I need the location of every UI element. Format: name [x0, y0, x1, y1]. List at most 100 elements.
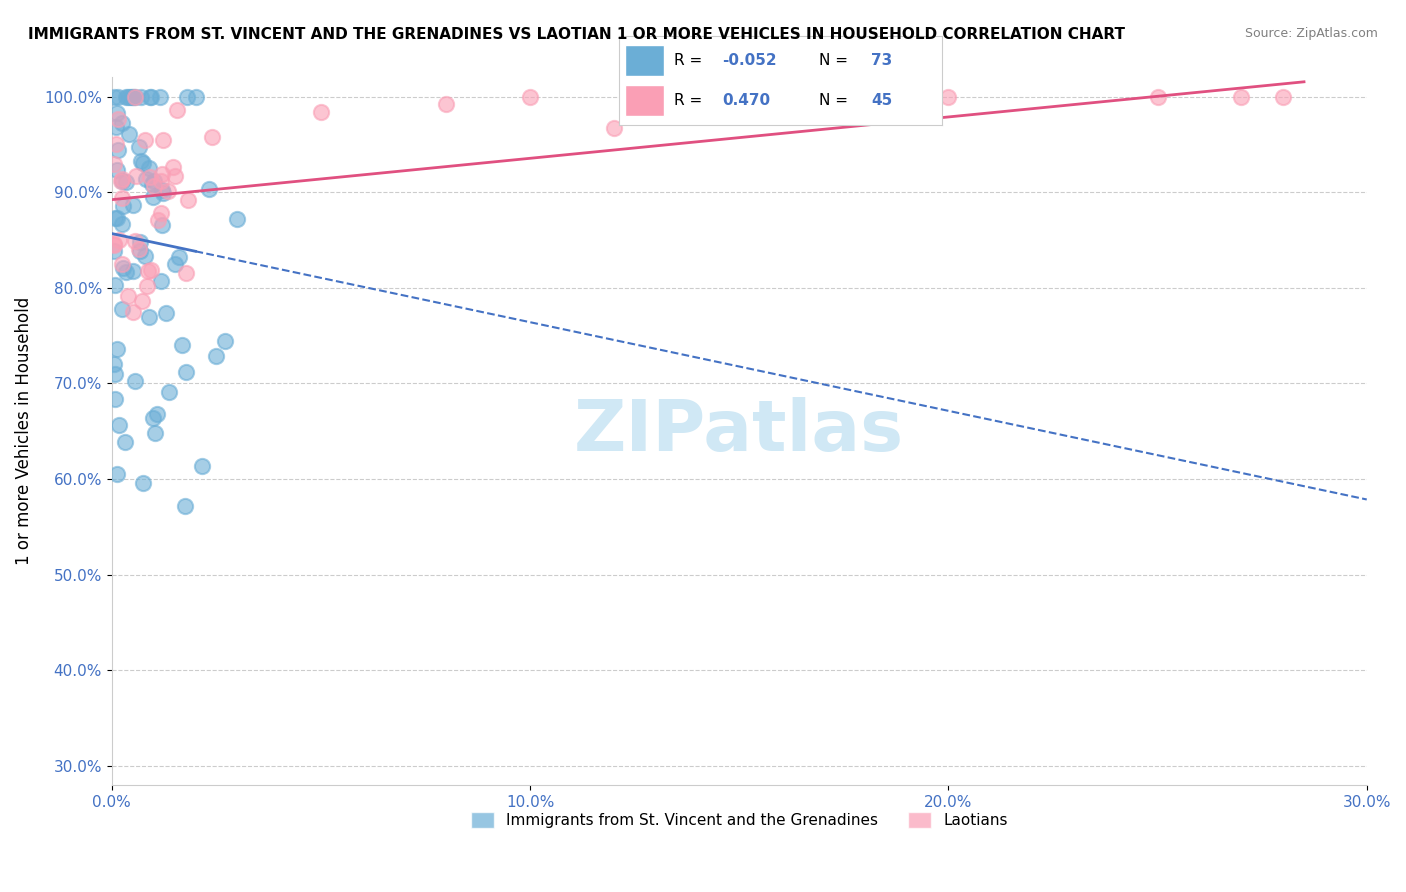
Point: [128, 140, 150, 154]
Text: N =: N =: [820, 94, 848, 108]
Point: [108, 418, 131, 433]
Point: [198, 181, 221, 195]
Point: [142, 174, 165, 188]
Point: [118, 127, 141, 141]
Point: [167, 250, 190, 264]
Point: [129, 89, 152, 103]
Point: [104, 392, 127, 407]
Point: [131, 476, 153, 491]
Text: 0.470: 0.470: [723, 94, 770, 108]
Point: [174, 266, 197, 280]
Point: [214, 334, 236, 348]
Point: [104, 136, 127, 151]
Point: [105, 211, 128, 226]
Point: [152, 186, 174, 200]
Point: [152, 133, 174, 147]
Point: [136, 264, 159, 278]
Point: [111, 116, 134, 130]
Point: [107, 112, 129, 127]
Point: [105, 105, 128, 120]
Text: -0.052: -0.052: [723, 54, 776, 68]
Point: [150, 206, 173, 220]
Point: [112, 199, 135, 213]
Point: [118, 89, 141, 103]
Point: [121, 89, 143, 103]
Point: [150, 218, 173, 232]
FancyBboxPatch shape: [626, 45, 664, 76]
Point: [145, 407, 167, 421]
Point: [186, 89, 208, 103]
Point: [155, 306, 177, 320]
Point: [115, 265, 138, 279]
Point: [124, 89, 146, 103]
Point: [122, 264, 145, 278]
Point: [117, 89, 139, 103]
Point: [111, 172, 134, 186]
Point: [103, 357, 125, 371]
Point: [770, 89, 793, 103]
Point: [174, 499, 197, 513]
Point: [114, 89, 136, 103]
Point: [938, 89, 960, 103]
Point: [165, 169, 187, 183]
Point: [309, 104, 332, 119]
Point: [124, 234, 146, 248]
Point: [177, 194, 200, 208]
Point: [226, 212, 249, 227]
Point: [157, 185, 180, 199]
Point: [108, 233, 131, 247]
Point: [103, 237, 125, 252]
Point: [201, 129, 224, 144]
Point: [105, 343, 128, 357]
Point: [176, 89, 198, 103]
Point: [157, 384, 180, 399]
Point: [107, 143, 129, 157]
Point: [1230, 89, 1253, 103]
Point: [136, 278, 159, 293]
Point: [117, 289, 139, 303]
Point: [148, 212, 170, 227]
Point: [149, 275, 172, 289]
Point: [128, 242, 150, 256]
Point: [121, 89, 143, 103]
Point: [112, 261, 135, 276]
Point: [170, 338, 193, 352]
Point: [132, 155, 155, 169]
Point: [149, 89, 172, 103]
Point: [125, 169, 148, 183]
Point: [121, 304, 143, 318]
Point: [142, 190, 165, 204]
Y-axis label: 1 or more Vehicles in Household: 1 or more Vehicles in Household: [15, 297, 32, 566]
Point: [129, 153, 152, 168]
Point: [134, 133, 156, 147]
Point: [163, 257, 186, 271]
Point: [134, 249, 156, 263]
Text: Source: ZipAtlas.com: Source: ZipAtlas.com: [1244, 27, 1378, 40]
Point: [115, 175, 138, 189]
Point: [122, 198, 145, 212]
Text: R =: R =: [673, 54, 702, 68]
Point: [135, 172, 157, 186]
Point: [110, 174, 132, 188]
Text: IMMIGRANTS FROM ST. VINCENT AND THE GRENADINES VS LAOTIAN 1 OR MORE VEHICLES IN : IMMIGRANTS FROM ST. VINCENT AND THE GREN…: [28, 27, 1125, 42]
Point: [128, 244, 150, 258]
Point: [204, 349, 226, 363]
Point: [129, 235, 152, 250]
Point: [143, 178, 166, 193]
Point: [142, 410, 165, 425]
Point: [105, 163, 128, 178]
Point: [105, 120, 128, 134]
Point: [111, 257, 134, 271]
Point: [103, 156, 125, 170]
Point: [190, 458, 212, 473]
Point: [150, 173, 173, 187]
Point: [103, 89, 125, 103]
Point: [103, 367, 125, 381]
Point: [103, 237, 125, 252]
Point: [103, 244, 125, 258]
Point: [105, 467, 128, 482]
Point: [111, 191, 134, 205]
Point: [143, 426, 166, 441]
Point: [603, 120, 626, 135]
Point: [104, 277, 127, 292]
